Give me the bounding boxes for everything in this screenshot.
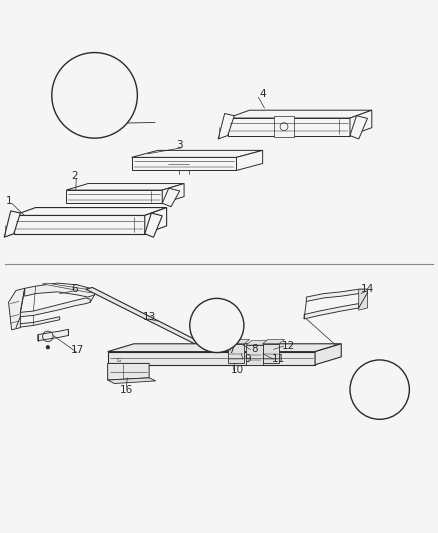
Polygon shape (145, 207, 166, 234)
Polygon shape (66, 190, 162, 203)
Polygon shape (86, 287, 215, 352)
Polygon shape (359, 289, 367, 310)
Polygon shape (363, 372, 394, 405)
Polygon shape (274, 116, 294, 138)
Text: 1: 1 (6, 196, 13, 206)
Polygon shape (20, 298, 90, 317)
Text: 6: 6 (71, 284, 78, 294)
Polygon shape (132, 157, 237, 171)
Polygon shape (108, 344, 341, 352)
Text: 16: 16 (120, 385, 133, 394)
Text: 9: 9 (244, 354, 251, 364)
Polygon shape (65, 87, 109, 98)
Polygon shape (108, 378, 155, 384)
Text: 2: 2 (71, 171, 78, 181)
Polygon shape (228, 340, 250, 344)
Polygon shape (304, 304, 359, 319)
Polygon shape (25, 283, 95, 297)
Polygon shape (350, 110, 372, 135)
Text: 5: 5 (95, 115, 102, 124)
Polygon shape (132, 150, 263, 157)
Polygon shape (350, 116, 367, 139)
Polygon shape (263, 344, 279, 364)
Polygon shape (14, 207, 166, 215)
Text: G: G (117, 358, 121, 362)
Polygon shape (228, 110, 372, 118)
Circle shape (350, 360, 410, 419)
Polygon shape (108, 364, 149, 380)
Polygon shape (246, 341, 268, 345)
Polygon shape (9, 288, 25, 330)
Polygon shape (109, 82, 124, 100)
Polygon shape (228, 118, 350, 135)
Polygon shape (4, 211, 20, 237)
Text: 12: 12 (281, 341, 295, 351)
Polygon shape (237, 150, 263, 171)
Circle shape (190, 298, 244, 352)
Polygon shape (246, 345, 263, 365)
Polygon shape (315, 344, 341, 365)
Polygon shape (162, 188, 180, 207)
Polygon shape (228, 344, 244, 364)
Polygon shape (14, 215, 145, 234)
Polygon shape (203, 316, 227, 338)
Polygon shape (218, 114, 234, 139)
Text: 8: 8 (251, 344, 258, 354)
Text: 15: 15 (378, 407, 391, 416)
Polygon shape (65, 82, 124, 87)
Circle shape (46, 345, 49, 349)
Polygon shape (162, 183, 184, 203)
Polygon shape (306, 289, 367, 302)
Polygon shape (108, 352, 315, 365)
Text: 17: 17 (71, 345, 84, 356)
Polygon shape (42, 283, 95, 293)
Text: 10: 10 (231, 366, 244, 375)
Circle shape (52, 53, 138, 138)
Text: 11: 11 (271, 354, 285, 364)
Polygon shape (145, 213, 162, 237)
Text: 3: 3 (177, 140, 183, 150)
Text: 14: 14 (361, 284, 374, 294)
Text: 4: 4 (259, 90, 266, 100)
Polygon shape (16, 317, 60, 328)
Polygon shape (38, 329, 68, 341)
Polygon shape (263, 340, 285, 344)
Polygon shape (66, 183, 184, 190)
Text: 7: 7 (228, 345, 234, 356)
Text: 13: 13 (142, 312, 156, 322)
